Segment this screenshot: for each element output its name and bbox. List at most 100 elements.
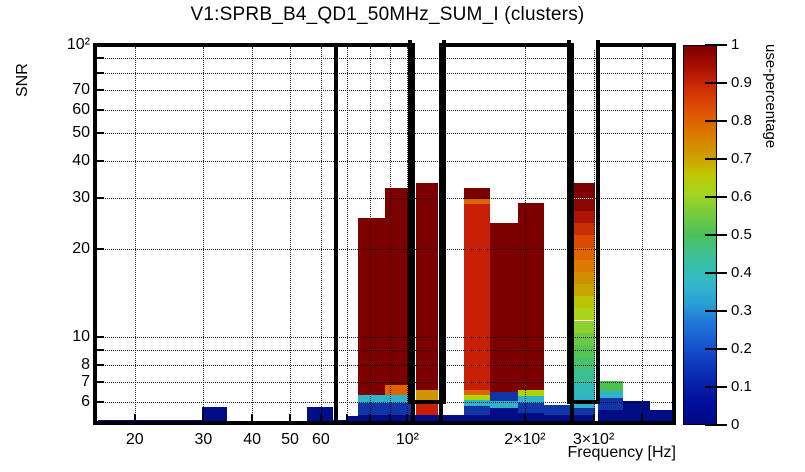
colorbar-tick [705,348,727,350]
heatmap-cell [572,382,596,394]
x-tick-label: 60 [311,431,330,448]
x-tick-label: 50 [281,431,299,448]
x-tick-label: 20 [125,431,144,448]
y-tick-label: 70 [72,81,90,99]
y-gridline [97,109,672,111]
x-gridline [203,47,205,421]
y-gridline [97,382,672,384]
x-gridline [290,47,291,421]
heatmap-cell [384,402,412,416]
y-tick [97,364,104,367]
x-gridline [389,47,391,421]
y-tick [97,381,104,384]
heatmap-cell [464,394,490,400]
heatmap-cell [572,296,596,308]
x-gridline [407,47,409,421]
heatmap-cell [489,391,518,401]
heatmap-cell [306,406,333,425]
y-tick-label: 30 [72,188,90,206]
y-gridline [97,350,672,352]
heatmap-cell [572,320,596,334]
y-gridline [97,90,672,92]
y-tick-label: 6 [81,392,90,410]
x-tick [388,414,391,421]
y-tick-label: 10 [72,328,90,346]
y-tick [97,196,104,199]
x-tick [251,414,254,421]
x-axis-title: Frequency [Hz] [567,444,676,461]
cluster-box [439,43,574,425]
colorbar-tick [705,272,727,274]
x-tick [346,414,348,421]
y-gridline [97,58,672,60]
heatmap-cell [598,390,623,398]
heatmap-cell [572,333,596,345]
heatmap-cell [489,407,518,425]
y-tick-label: 8 [81,356,90,374]
heatmap-cell [543,404,570,416]
heatmap-cell [572,198,596,212]
colorbar-tick-label: 0.5 [731,226,752,243]
x-tick [133,414,136,421]
heatmap-cell [572,223,596,236]
heatmap-cell [572,259,596,272]
heatmap-cell [357,218,385,395]
y-gridline [97,365,672,367]
x-tick-label: 30 [194,431,213,448]
y-tick [97,89,104,92]
x-gridline [347,47,348,421]
x-tick [523,414,526,421]
frame-gap [570,40,597,49]
heatmap-cell [464,188,490,199]
y-tick-label: 10² [66,36,90,53]
frame-gap [412,40,442,49]
y-gridline [97,161,672,163]
y-tick [97,57,104,60]
y-tick [97,160,104,163]
colorbar-tick [705,196,727,198]
x-tick-label: 2×10² [504,431,546,448]
y-tick-label: 40 [72,152,90,170]
heatmap-cell [543,415,570,425]
y-tick [97,108,104,111]
heatmap-cell [437,415,465,425]
heatmap-cell [517,395,544,403]
colorbar-tick-label: 0.7 [731,150,752,167]
colorbar-tick [705,44,727,46]
y-tick [97,248,104,251]
heatmap-cell [464,405,490,416]
x-tick [641,414,644,421]
y-tick-label: 60 [72,100,90,118]
x-tick [289,414,291,421]
y-gridline [97,197,672,199]
y-tick [97,131,104,134]
colorbar-tick-label: 0 [731,416,740,433]
heatmap-cell [357,402,385,416]
heatmap-cell [415,389,438,400]
x-gridline [593,47,595,421]
heatmap-cell [517,389,544,396]
x-gridline [524,47,526,421]
x-tick-label: 3×10² [572,431,615,448]
heatmap-cell [572,393,596,400]
x-gridline [320,47,322,421]
x-gridline [642,47,644,421]
heatmap-cell [201,406,228,425]
heatmap-cell [464,415,490,425]
x-tick [319,414,322,421]
heatmap-cell [517,202,544,390]
heatmap-cell [346,416,358,425]
x-tick [406,414,409,421]
heatmap-cell [489,222,518,392]
cluster-box [333,43,415,425]
heatmap-cell [357,415,385,425]
heatmap-cell [489,400,518,408]
x-tick [592,414,595,421]
y-tick [97,72,104,75]
colorbar-tick [705,424,727,426]
y-gridline [97,132,672,134]
heatmap-cell [572,368,596,383]
